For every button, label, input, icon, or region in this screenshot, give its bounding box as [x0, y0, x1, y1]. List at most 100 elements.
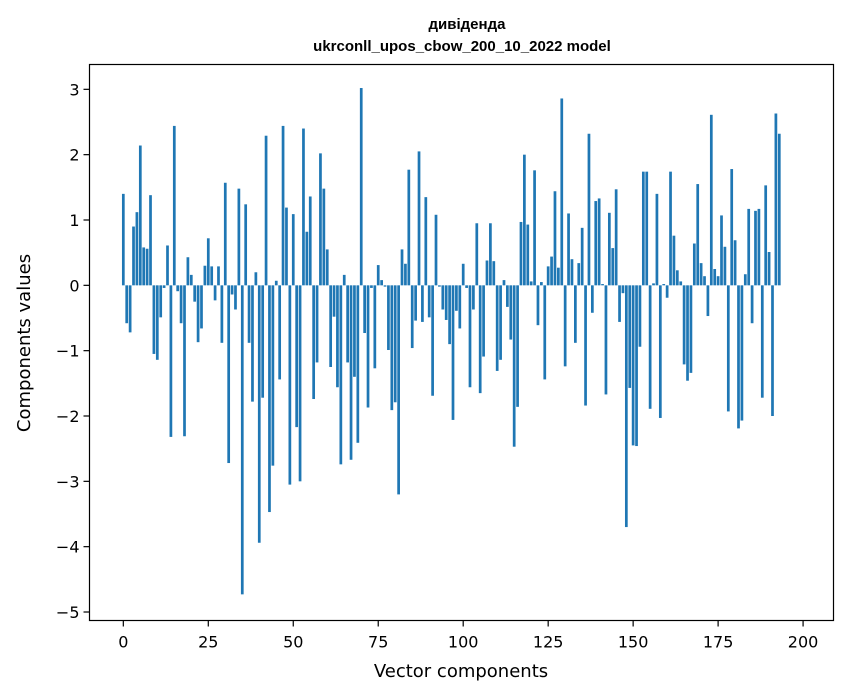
bar-81	[397, 285, 400, 495]
bar-190	[767, 252, 771, 286]
bar-134	[577, 263, 581, 286]
bar-127	[553, 191, 557, 286]
bar-5	[138, 145, 142, 286]
bar-119	[526, 224, 530, 286]
bar-33	[234, 285, 237, 310]
bar-57	[315, 285, 319, 363]
bar-17	[179, 285, 183, 324]
bar-46	[278, 285, 282, 380]
bar-38	[251, 285, 254, 402]
bar-147	[621, 285, 625, 294]
bar-1	[125, 285, 129, 324]
bar-187	[757, 208, 761, 286]
bar-30	[223, 182, 227, 286]
bar-77	[383, 285, 387, 287]
bar-168	[692, 243, 696, 286]
x-tick-label: 25	[198, 633, 218, 652]
bar-115	[512, 285, 516, 447]
bar-141	[601, 284, 604, 286]
bar-170	[699, 263, 703, 286]
bar-36	[244, 204, 248, 286]
bar-159	[662, 284, 666, 286]
bar-109	[492, 261, 496, 286]
bar-10	[155, 285, 159, 360]
bar-41	[261, 285, 265, 398]
bar-164	[679, 281, 683, 286]
y-axis-ticks: −5 −4 −3 −2 −1 0 1 2 3	[56, 80, 90, 622]
x-tick-label: 0	[118, 633, 128, 652]
bar-104	[475, 223, 479, 286]
bar-97	[451, 285, 455, 420]
bar-39	[254, 272, 258, 286]
bar-108	[489, 223, 492, 286]
bar-175	[716, 276, 720, 286]
plot-frame	[88, 63, 835, 622]
bar-13	[166, 245, 169, 286]
bar-50	[291, 214, 295, 286]
bar-136	[584, 285, 587, 406]
bar-37	[247, 285, 251, 343]
bar-131	[567, 213, 570, 286]
bar-100	[461, 263, 465, 286]
bar-96	[448, 285, 451, 345]
y-tick-label: −4	[56, 538, 80, 557]
bar-183	[743, 274, 747, 286]
bar-146	[618, 285, 621, 322]
bar-59	[322, 188, 326, 286]
bar-80	[393, 285, 397, 403]
bar-138	[590, 285, 594, 313]
bar-153	[641, 171, 645, 286]
bar-120	[529, 281, 533, 286]
bar-137	[587, 133, 591, 286]
bar-172	[706, 285, 710, 317]
bar-174	[713, 269, 717, 286]
bar-76	[380, 280, 383, 286]
bar-94	[441, 285, 445, 310]
bar-70	[359, 88, 363, 286]
bar-111	[499, 285, 502, 360]
y-tick-label: 2	[69, 146, 79, 165]
x-tick-label: 125	[533, 633, 564, 652]
bar-98	[455, 285, 458, 311]
bar-2	[128, 285, 132, 333]
bar-123	[540, 282, 543, 286]
bar-148	[624, 285, 628, 528]
bar-129	[560, 98, 564, 286]
bar-192	[774, 113, 778, 286]
bar-22	[196, 285, 200, 343]
bar-121	[533, 170, 536, 286]
y-tick-label: −1	[56, 342, 80, 361]
bar-16	[176, 285, 180, 292]
bar-155	[648, 285, 652, 409]
bar-177	[723, 246, 727, 286]
bar-75	[376, 265, 380, 286]
bar-132	[570, 259, 574, 286]
bar-51	[295, 285, 299, 428]
bar-88	[421, 285, 424, 322]
bar-135	[580, 227, 584, 286]
bar-19	[186, 257, 190, 286]
bar-173	[709, 114, 713, 286]
y-axis-label: Components values	[14, 254, 35, 432]
bar-178	[726, 285, 730, 412]
bar-118	[523, 154, 526, 286]
bar-151	[635, 285, 638, 447]
x-tick-label: 175	[703, 633, 734, 652]
bar-112	[502, 280, 506, 286]
bar-139	[594, 201, 598, 286]
bar-0	[121, 193, 125, 286]
bar-11	[159, 285, 163, 318]
bar-157	[655, 193, 659, 286]
bar-110	[495, 285, 499, 371]
bar-68	[353, 285, 356, 377]
y-tick-label: −2	[56, 407, 80, 426]
bar-128	[557, 267, 560, 286]
x-axis-ticks: 0 25 50 75 100 125 150 175 200	[118, 620, 818, 652]
bar-63	[336, 285, 339, 388]
bar-169	[696, 184, 700, 286]
bar-150	[631, 285, 635, 446]
y-tick-label: −3	[56, 472, 80, 491]
x-tick-label: 150	[618, 633, 649, 652]
bar-62	[332, 285, 336, 317]
